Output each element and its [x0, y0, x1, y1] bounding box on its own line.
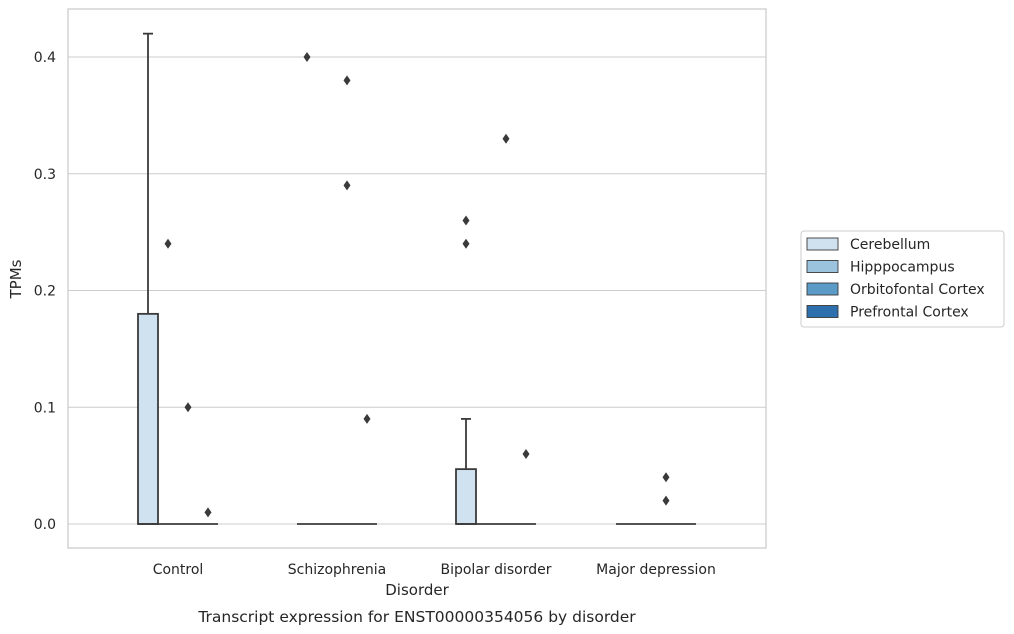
legend-swatch: [806, 260, 839, 273]
gridlines: [68, 56, 766, 525]
y-tick-label: 0.3: [34, 167, 56, 183]
y-tick-label: 0.4: [34, 50, 56, 66]
outlier-point: [502, 133, 510, 144]
outlier-point: [164, 238, 172, 249]
box-2-0: [455, 418, 477, 525]
outlier-point: [462, 238, 470, 249]
legend-swatch: [806, 237, 839, 251]
x-tick-label: Schizophrenia: [288, 562, 386, 578]
outlier-point: [363, 413, 371, 424]
x-tick-label: Control: [153, 562, 204, 578]
outlier-point: [184, 402, 192, 413]
x-tick-label: Bipolar disorder: [440, 562, 551, 578]
outlier-point: [204, 507, 212, 518]
outlier-point: [303, 52, 311, 62]
plot-frame: [67, 8, 767, 549]
y-tick-label: 0.0: [34, 517, 56, 533]
outlier-point: [662, 472, 670, 483]
legend-entry: Orbitofontal Cortex: [850, 282, 985, 298]
legend-entry: Prefrontal Cortex: [850, 305, 969, 321]
outlier-point: [343, 180, 351, 191]
y-axis-label: TPMs: [7, 259, 25, 299]
legend: Cerebellum Hipppocampus Orbitofontal Corte…: [800, 230, 1005, 328]
outlier-point: [522, 448, 530, 459]
legend-entry: Hipppocampus: [850, 260, 955, 276]
y-tick-label: 0.1: [34, 400, 56, 416]
x-tick-label: Major depression: [596, 562, 716, 578]
legend-swatch: [806, 305, 839, 318]
outliers: [164, 52, 670, 518]
legend-frame: [800, 230, 1005, 328]
x-axis-label: Disorder: [385, 581, 449, 599]
box-body: [455, 468, 477, 525]
chart-caption: Transcript expression for ENST0000035405…: [197, 608, 636, 626]
outlier-point: [462, 215, 470, 226]
outlier-point: [662, 495, 670, 506]
legend-swatch: [806, 282, 839, 296]
box-body: [137, 312, 159, 525]
x-axis-ticks: Control Schizophrenia Bipolar disorder Majo…: [153, 562, 716, 578]
legend-entry: Cerebellum: [850, 237, 930, 253]
y-tick-label: 0.2: [34, 284, 56, 300]
box-0-0: [137, 32, 159, 525]
boxes: [137, 32, 696, 525]
outlier-point: [343, 75, 351, 86]
y-axis-ticks: 0.0 0.1 0.2 0.3 0.4: [34, 50, 56, 533]
